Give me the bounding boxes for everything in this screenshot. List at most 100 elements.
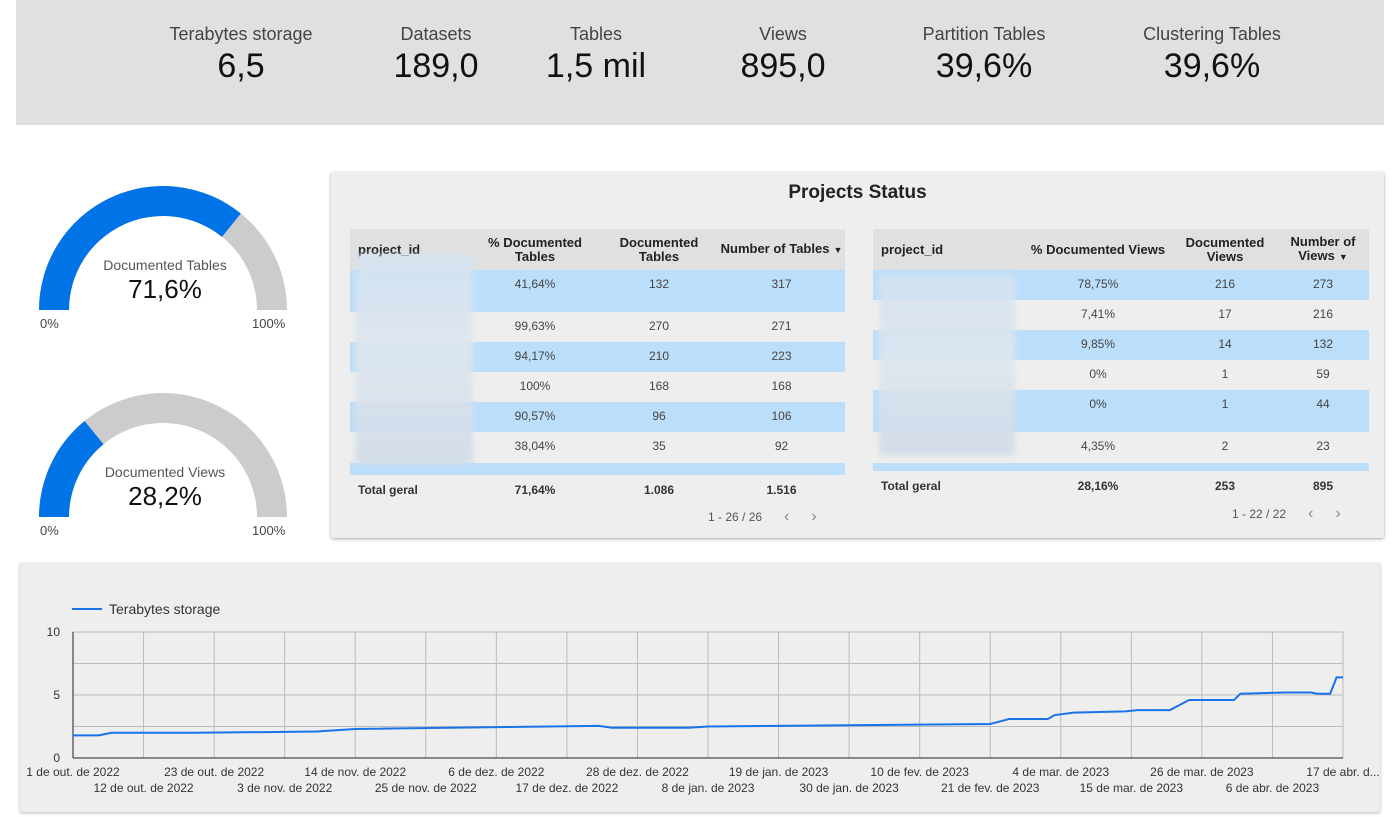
x-tick-label: 28 de dez. de 2022 — [586, 765, 689, 779]
x-tick-label: 6 de dez. de 2022 — [448, 765, 544, 779]
table-cell: 0% — [1089, 367, 1107, 381]
kpi-label: Views — [759, 24, 807, 44]
kpi-value: 6,5 — [217, 47, 265, 85]
gauge-label: Documented Tables — [103, 257, 227, 273]
total-cell: 71,64% — [514, 483, 556, 497]
table-cell: 0% — [1089, 397, 1107, 411]
table-cell: 1 — [1221, 397, 1229, 411]
total-cell: 253 — [1214, 479, 1236, 493]
x-tick-label: 30 de jan. de 2023 — [799, 781, 899, 795]
gauge: Documented Views 28,2% 0% 100% — [30, 393, 300, 553]
column-header[interactable]: % Documented Views — [1023, 242, 1173, 257]
column-header-label: Number of Views — [1290, 234, 1356, 263]
column-header[interactable]: project_id — [350, 242, 470, 257]
total-cell: Total geral — [358, 483, 418, 497]
x-tick-label: 1 de out. de 2022 — [26, 765, 120, 779]
column-header-label: Number of Tables — [720, 241, 830, 256]
kpi-label: Clustering Tables — [1143, 24, 1281, 44]
blurred-project-ids — [879, 275, 1015, 455]
x-tick-label: 8 de jan. de 2023 — [662, 781, 755, 795]
table-cell: 216 — [1214, 277, 1236, 291]
table-cell: 23 — [1316, 439, 1330, 453]
column-header[interactable]: % Documented Tables — [470, 235, 600, 264]
column-header[interactable]: Documented Tables — [600, 235, 718, 264]
table-total-row: Total geral 71,64% 1.086 1.516 — [350, 483, 845, 497]
prev-page-icon[interactable]: ‹ — [1308, 505, 1314, 522]
x-tick-label: 4 de mar. de 2023 — [1012, 765, 1109, 779]
kpi-label: Terabytes storage — [169, 24, 313, 44]
column-header[interactable]: Number of Views ▼ — [1277, 235, 1369, 264]
next-page-icon[interactable]: › — [811, 508, 817, 525]
kpi-card: Terabytes storage 6,5 — [141, 24, 341, 86]
total-cell: Total geral — [881, 479, 941, 493]
gauge: Documented Tables 71,6% 0% 100% — [30, 186, 300, 346]
series-line — [73, 676, 1343, 737]
column-header[interactable]: project_id — [873, 241, 1023, 257]
x-tick-label: 15 de mar. de 2023 — [1080, 781, 1184, 795]
table-cell: 9,85% — [1080, 337, 1116, 351]
table-cell: 59 — [1316, 367, 1330, 381]
total-cell: 28,16% — [1077, 479, 1119, 493]
total-cell: 895 — [1312, 479, 1334, 493]
x-tick-label: 25 de nov. de 2022 — [375, 781, 477, 795]
column-header-label: project_id — [881, 241, 944, 257]
kpi-value: 189,0 — [393, 47, 479, 85]
kpi-value: 895,0 — [740, 47, 826, 85]
table-cell: 78,75% — [1077, 277, 1119, 291]
gauge-min: 0% — [40, 316, 59, 331]
gauge-min: 0% — [40, 523, 59, 538]
total-cell: 1.086 — [643, 483, 675, 497]
table-cell: 92 — [774, 439, 789, 453]
gauge-max: 100% — [252, 316, 286, 331]
x-tick-label: 23 de out. de 2022 — [164, 765, 264, 779]
table-row[interactable]: 0% 1 59 — [873, 360, 1369, 390]
gauge-value: 28,2% — [128, 481, 202, 511]
x-tick-label: 10 de fev. de 2023 — [870, 765, 969, 779]
kpi-bar: Terabytes storage 6,5 Datasets 189,0 Tables 1… — [16, 0, 1384, 125]
table-header: project_id % Documented Views Documented V… — [873, 229, 1369, 270]
x-tick-label: 14 de nov. de 2022 — [304, 765, 406, 779]
table-cell: 100% — [519, 379, 551, 393]
x-tick-label: 12 de out. de 2022 — [94, 781, 194, 795]
table-row-partial — [873, 463, 1369, 471]
column-header[interactable]: Number of Tables ▼ — [718, 242, 845, 257]
x-tick-label: 17 de abr. d... — [1306, 765, 1379, 779]
table-row[interactable]: 38,04% 35 92 — [350, 432, 845, 462]
table-row[interactable]: 4,35% 2 23 — [873, 432, 1369, 462]
table-total-row: Total geral 28,16% 253 895 — [873, 479, 1369, 493]
projects-status-panel: Projects Status project_id % Documented T… — [331, 172, 1384, 538]
y-tick-label: 5 — [53, 688, 60, 702]
kpi-label: Datasets — [400, 24, 472, 44]
table-cell: 270 — [648, 319, 670, 333]
table-row[interactable]: 100% 168 168 — [350, 372, 845, 402]
x-tick-label: 26 de mar. de 2023 — [1150, 765, 1254, 779]
sort-desc-icon: ▼ — [1338, 252, 1348, 262]
prev-page-icon[interactable]: ‹ — [784, 508, 790, 525]
table-cell: 7,41% — [1080, 307, 1116, 321]
kpi-card: Views 895,0 — [683, 24, 883, 86]
table-cell: 216 — [1312, 307, 1334, 321]
next-page-icon[interactable]: › — [1335, 505, 1341, 522]
table-cell: 38,04% — [514, 439, 556, 453]
table-cell: 132 — [648, 277, 670, 291]
views-pagination: 1 - 22 / 22 ‹ › — [1232, 505, 1341, 522]
storage-line-chart: 1 de out. de 2022 12 de out. de 2022 23 de… — [26, 601, 1379, 795]
table-cell: 94,17% — [514, 349, 556, 363]
table-cell: 4,35% — [1080, 439, 1116, 453]
x-tick-label: 6 de abr. de 2023 — [1226, 781, 1320, 795]
table-cell: 273 — [1312, 277, 1334, 291]
column-header[interactable]: Documented Views — [1173, 235, 1277, 264]
y-tick-label: 10 — [47, 625, 61, 639]
table-row[interactable]: 99,63% 270 271 — [350, 312, 845, 342]
total-cell: 1.516 — [766, 483, 797, 497]
table-cell: 35 — [652, 439, 666, 453]
gauge-max: 100% — [252, 523, 286, 538]
table-cell: 44 — [1316, 397, 1330, 411]
kpi-card: Datasets 189,0 — [336, 24, 536, 86]
y-tick-label: 0 — [53, 751, 60, 765]
table-row[interactable]: 7,41% 17 216 — [873, 300, 1369, 330]
table-cell: 14 — [1218, 337, 1232, 351]
x-tick-label: 21 de fev. de 2023 — [941, 781, 1040, 795]
gauge-track — [39, 393, 287, 517]
kpi-value: 1,5 mil — [545, 47, 647, 85]
